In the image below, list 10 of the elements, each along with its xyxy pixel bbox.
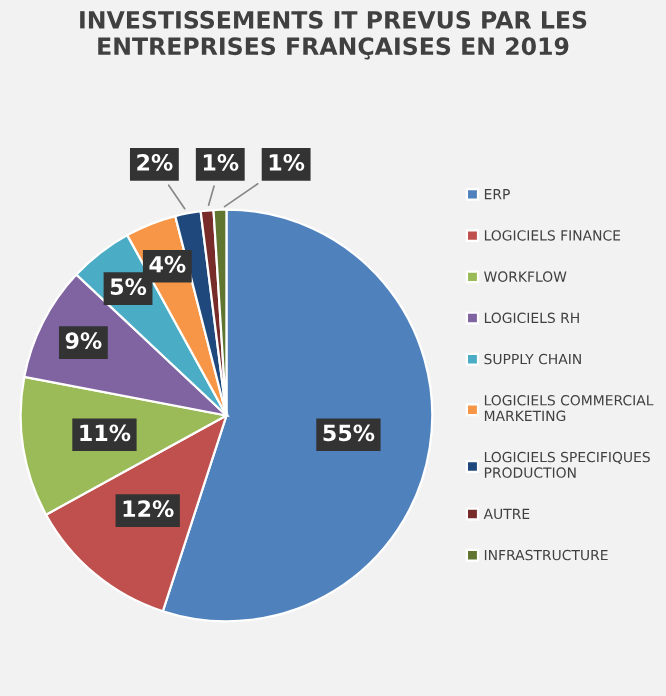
data-label: 9% xyxy=(65,332,102,350)
data-label: 5% xyxy=(110,278,147,296)
chart-title: INVESTISSEMENTS IT PREVUS PAR LES ENTREPRISES FRANÇAISES EN 2019 xyxy=(80,10,587,60)
data-label: 1% xyxy=(269,153,305,171)
data-label: 11% xyxy=(80,424,131,442)
data-label: 2% xyxy=(137,153,173,171)
data-label: 55% xyxy=(323,424,375,442)
data-label: 12% xyxy=(123,500,174,518)
data-label: 1% xyxy=(203,153,239,171)
data-label: 4% xyxy=(149,255,186,273)
